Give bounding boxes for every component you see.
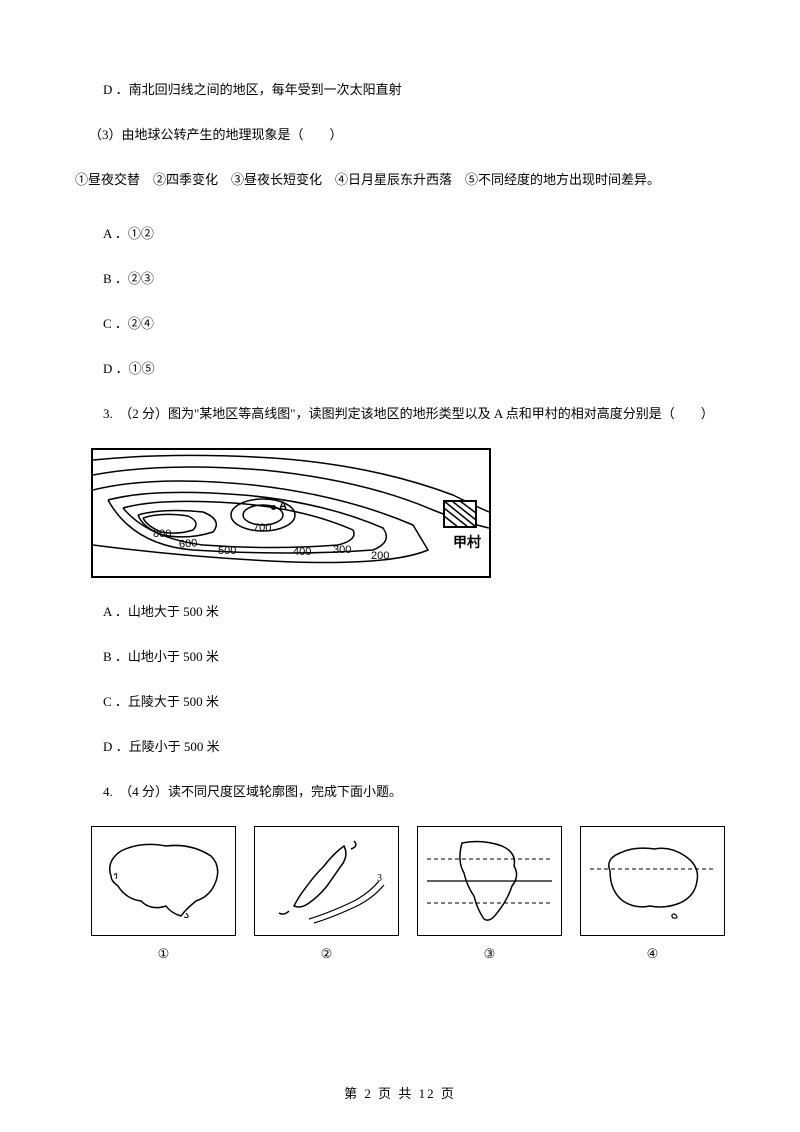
map-1-asia xyxy=(91,826,236,936)
q3-option-c: C ．丘陵大于 500 米 xyxy=(75,692,725,713)
q3-option-b: B ．山地小于 500 米 xyxy=(75,647,725,668)
q3-option-d: D ．丘陵小于 500 米 xyxy=(75,737,725,758)
asia-outline-icon xyxy=(96,831,231,931)
option-c: C ．②④ xyxy=(75,314,725,335)
option-a: A ．①② xyxy=(75,224,725,245)
page-footer: 第 2 页 共 12 页 xyxy=(0,1083,800,1102)
map-labels-row: ① ② ③ ④ xyxy=(91,946,725,962)
map-3-africa xyxy=(417,826,562,936)
map-figures-row: 3 xyxy=(91,826,725,936)
option-b: B ．②③ xyxy=(75,269,725,290)
map-label-3: ③ xyxy=(417,946,562,962)
point-a-label: A xyxy=(279,500,287,512)
village-icon xyxy=(443,500,477,528)
contour-400: 400 xyxy=(293,546,311,558)
sub-question-3: （3）由地球公转产生的地理现象是（ ） xyxy=(75,125,725,146)
question-3-stem: 3. （2 分）图为"某地区等高线图"，读图判定该地区的地形类型以及 A 点和甲… xyxy=(75,404,725,425)
contour-800: 800 xyxy=(153,528,171,540)
map-2-japan: 3 xyxy=(254,826,399,936)
q3-option-a: A ．山地大于 500 米 xyxy=(75,602,725,623)
map-label-2: ② xyxy=(254,946,399,962)
svg-text:3: 3 xyxy=(377,873,382,884)
contour-map-figure: A 800 600 700 500 400 300 200 甲村 xyxy=(91,448,491,578)
sub3-items: ①昼夜交替 ②四季变化 ③昼夜长短变化 ④日月星辰东升西落 ⑤不同经度的地方出现… xyxy=(75,170,725,191)
japan-outline-icon: 3 xyxy=(259,831,394,931)
contour-700: 700 xyxy=(253,522,271,534)
map-4-australia xyxy=(580,826,725,936)
contour-600: 600 xyxy=(179,538,198,552)
contour-200: 200 xyxy=(371,550,389,562)
africa-outline-icon xyxy=(422,831,557,931)
village-label: 甲村 xyxy=(453,532,481,552)
question-4-stem: 4. （4 分）读不同尺度区域轮廓图，完成下面小题。 xyxy=(75,782,725,803)
contour-300: 300 xyxy=(333,544,351,556)
map-label-4: ④ xyxy=(580,946,725,962)
option-d: D ．①⑤ xyxy=(75,359,725,380)
contour-500: 500 xyxy=(218,545,236,557)
map-label-1: ① xyxy=(91,946,236,962)
contour-svg xyxy=(93,450,489,576)
australia-outline-icon xyxy=(585,831,720,931)
option-d-text: D ．南北回归线之间的地区，每年受到一次太阳直射 xyxy=(75,80,725,101)
